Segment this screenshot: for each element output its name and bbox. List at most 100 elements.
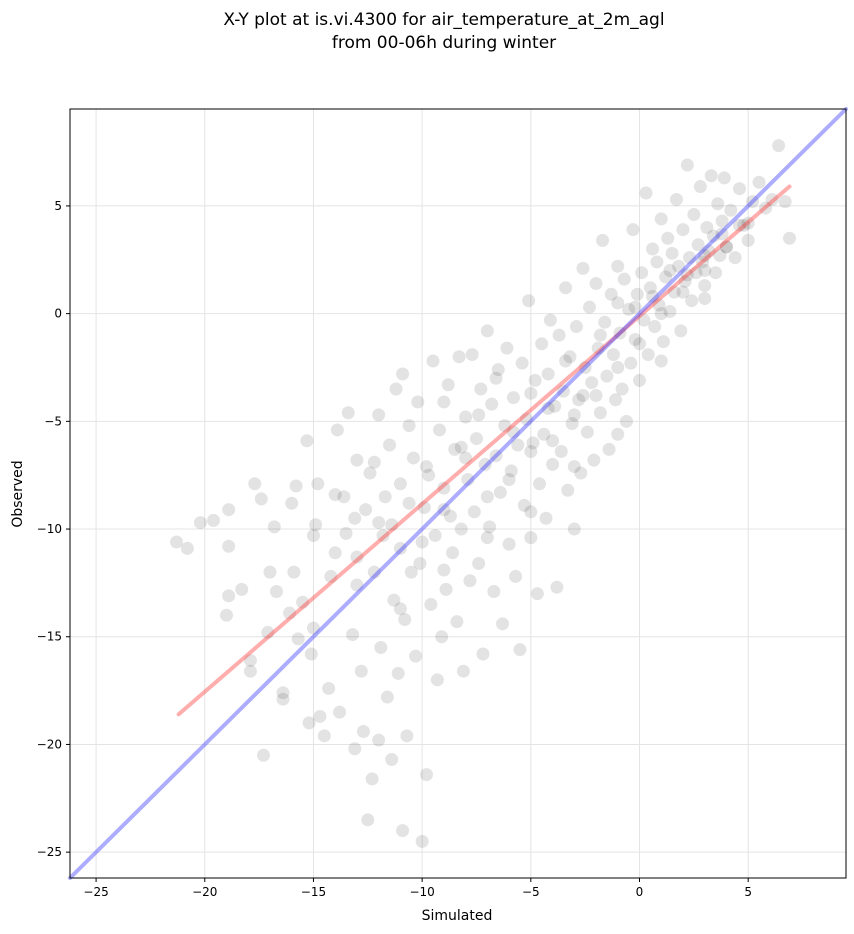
scatter-point	[263, 565, 277, 579]
scatter-point	[289, 479, 303, 493]
scatter-point	[530, 587, 544, 601]
scatter-point	[709, 266, 723, 280]
scatter-point	[724, 203, 738, 217]
scatter-point	[533, 477, 547, 491]
scatter-point	[654, 307, 668, 321]
scatter-point	[502, 472, 516, 486]
grid-lines	[70, 109, 846, 878]
scatter-point	[480, 531, 494, 545]
scatter-point	[406, 451, 420, 465]
scatter-point	[170, 535, 184, 549]
scatter-point	[480, 490, 494, 504]
scatter-point	[496, 617, 510, 631]
plot-frame	[69, 108, 847, 879]
scatter-point	[676, 285, 690, 299]
scatter-point	[593, 328, 607, 342]
scatter-point	[541, 367, 555, 381]
scatter-point	[487, 585, 501, 599]
scatter-point	[348, 511, 362, 525]
scatter-point	[637, 313, 651, 327]
scatter-point	[391, 666, 405, 680]
scatter-point	[585, 376, 599, 390]
scatter-point	[728, 251, 742, 265]
scatter-point	[646, 242, 660, 256]
scatter-point	[626, 223, 640, 237]
x-tick-label: −5	[522, 885, 540, 899]
scatter-point	[422, 468, 436, 482]
scatter-point	[663, 264, 677, 278]
scatter-point	[765, 192, 779, 206]
scatter-point	[365, 772, 379, 786]
scatter-point	[437, 563, 451, 577]
scatter-point	[552, 328, 566, 342]
scatter-point	[322, 681, 336, 695]
scatter-point	[309, 518, 323, 532]
scatter-point	[628, 300, 642, 314]
scatter-point	[522, 294, 536, 308]
scatter-point	[661, 231, 675, 245]
scatter-point	[402, 419, 416, 433]
scatter-point	[459, 451, 473, 465]
scatter-point	[569, 320, 583, 334]
scatter-point	[667, 285, 681, 299]
y-tick-label: 0	[54, 307, 62, 321]
scatter-point	[446, 546, 460, 560]
scatter-point	[587, 453, 601, 467]
scatter-point	[450, 615, 464, 629]
scatter-point	[591, 341, 605, 355]
scatter-point	[306, 621, 320, 635]
scatter-point	[598, 315, 612, 329]
scatter-point	[782, 231, 796, 245]
scatter-point	[256, 748, 270, 762]
scatter-point	[489, 449, 503, 463]
scatter-point	[515, 356, 529, 370]
scatter-point	[413, 557, 427, 571]
scatter-point	[350, 453, 364, 467]
scatter-point	[593, 406, 607, 420]
scatter-point	[243, 653, 257, 667]
scatter-point	[491, 363, 505, 377]
scatter-point	[693, 180, 707, 194]
scatter-point	[539, 511, 553, 525]
scatter-point	[350, 550, 364, 564]
scatter-point	[426, 354, 440, 368]
scatter-point	[717, 171, 731, 185]
scatter-point	[528, 373, 542, 387]
scatter-point	[567, 460, 581, 474]
scatter-point	[387, 593, 401, 607]
scatter-point	[500, 341, 514, 355]
scatter-point	[456, 664, 470, 678]
scatter-point	[609, 393, 623, 407]
scatter-point	[296, 595, 310, 609]
scatter-point	[635, 266, 649, 280]
scatter-point	[459, 410, 473, 424]
scatter-point	[222, 589, 236, 603]
scatter-point	[574, 466, 588, 480]
scatter-point	[402, 496, 416, 510]
scatter-point	[389, 382, 403, 396]
scatter-point	[400, 729, 414, 743]
scatter-point	[617, 272, 631, 286]
x-axis-ticks: −25 −20 −15 −10 −5 0 5	[83, 878, 752, 899]
scatter-point	[752, 175, 766, 189]
scatter-point	[489, 371, 503, 385]
scatter-point	[243, 664, 257, 678]
scatter-point	[580, 425, 594, 439]
scatter-point	[437, 395, 451, 409]
scatter-point	[711, 197, 725, 211]
scatter-point	[328, 546, 342, 560]
scatter-point	[602, 442, 616, 456]
scatter-point	[465, 348, 479, 362]
scatter-point	[311, 477, 325, 491]
scatter-point	[665, 246, 679, 260]
scatter-point	[269, 585, 283, 599]
x-tick-label: 5	[744, 885, 752, 899]
scatter-point	[333, 705, 347, 719]
y-tick-label: 5	[54, 199, 62, 213]
scatter-point	[611, 259, 625, 273]
scatter-point	[437, 503, 451, 517]
scatter-point	[235, 582, 249, 596]
scatter-point	[535, 337, 549, 351]
scatter-point	[641, 348, 655, 362]
scatter-point	[404, 565, 418, 579]
